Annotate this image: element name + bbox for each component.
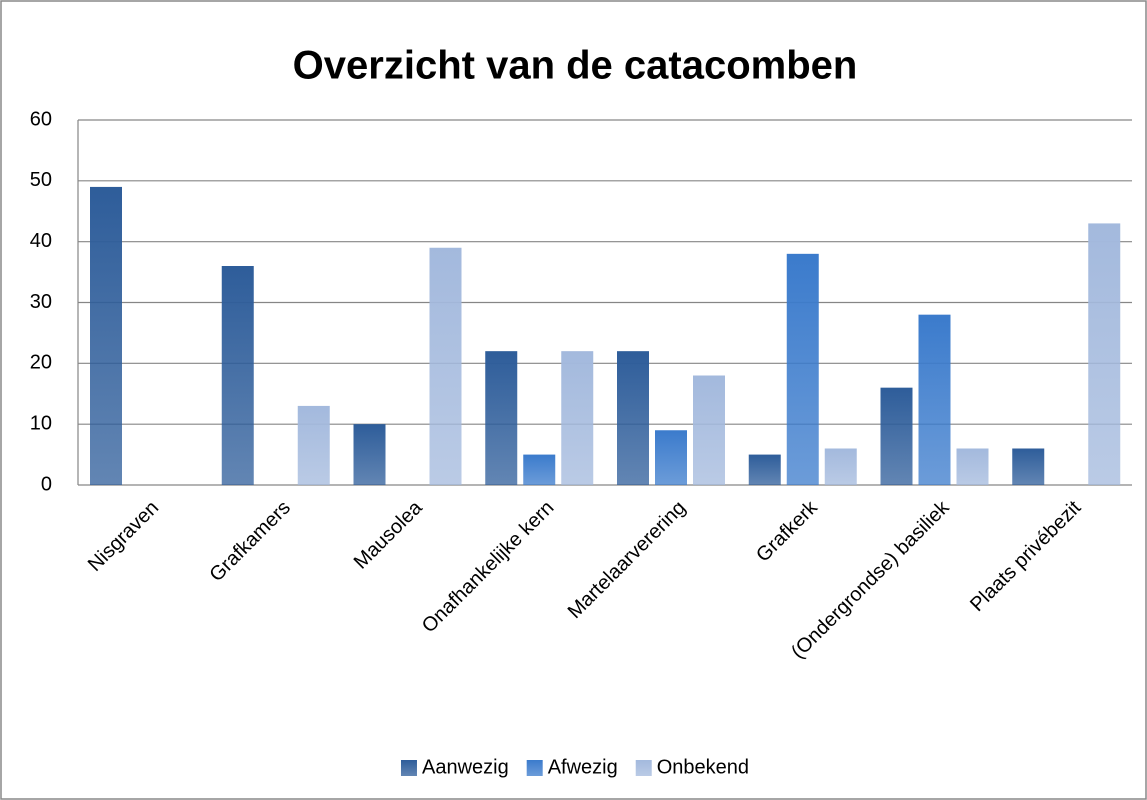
bar bbox=[880, 387, 913, 485]
bar bbox=[297, 405, 330, 485]
legend-swatch bbox=[526, 760, 543, 776]
y-tick-label: 30 bbox=[30, 291, 52, 313]
y-tick-label: 40 bbox=[30, 230, 52, 252]
bar bbox=[221, 266, 254, 485]
chart-title: Overzicht van de catacomben bbox=[293, 44, 858, 88]
bar bbox=[523, 454, 556, 485]
bar bbox=[561, 351, 594, 485]
bar bbox=[956, 448, 989, 485]
bar bbox=[90, 186, 122, 485]
y-tick-label: 50 bbox=[30, 169, 52, 191]
bar bbox=[353, 424, 386, 485]
bar bbox=[617, 351, 649, 485]
bar bbox=[1012, 448, 1045, 485]
bar bbox=[786, 253, 819, 485]
bar bbox=[429, 247, 462, 485]
bar bbox=[655, 430, 687, 485]
bar bbox=[1088, 223, 1121, 485]
legend-label: Afwezig bbox=[548, 756, 618, 778]
y-tick-label: 20 bbox=[30, 352, 52, 374]
y-tick-label: 0 bbox=[41, 473, 52, 495]
legend-label: Aanwezig bbox=[422, 756, 509, 778]
legend-swatch bbox=[635, 760, 652, 776]
bar bbox=[693, 375, 725, 485]
legend-label: Onbekend bbox=[657, 756, 749, 778]
y-tick-label: 10 bbox=[30, 412, 52, 434]
bar bbox=[485, 351, 518, 485]
legend-swatch bbox=[400, 760, 417, 776]
bar bbox=[918, 314, 951, 485]
y-tick-label: 60 bbox=[30, 108, 52, 130]
legend: Aanwezig Afwezig Onbekend bbox=[400, 756, 749, 778]
bar bbox=[748, 454, 781, 485]
bar bbox=[824, 448, 857, 485]
